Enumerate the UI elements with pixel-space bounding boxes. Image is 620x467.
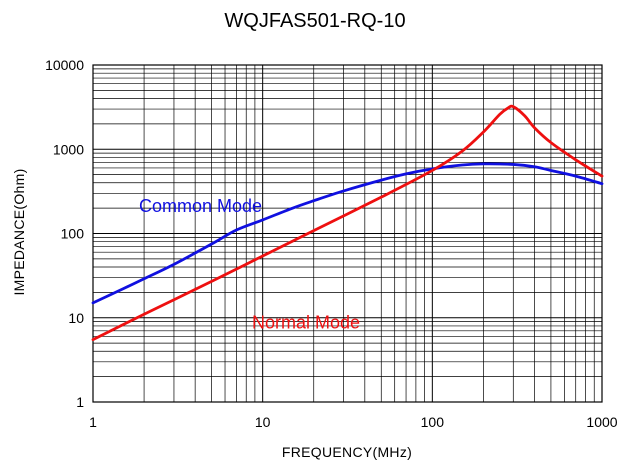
y-tick-label: 1 <box>76 394 84 410</box>
y-tick-label: 10 <box>68 310 84 326</box>
tick-labels: 1 10 100 1000 1 10 100 1000 10000 <box>45 57 618 430</box>
series-lines <box>91 104 604 342</box>
plot-grid <box>93 65 602 402</box>
common-mode-label: Common Mode <box>139 196 262 216</box>
plot-frame <box>92 64 603 403</box>
x-tick-label: 10 <box>255 414 271 430</box>
normal-mode-label: Normal Mode <box>252 312 360 332</box>
curve-annotations: Common Mode Normal Mode <box>139 196 360 332</box>
x-tick-label: 1 <box>89 414 97 430</box>
y-tick-label: 10000 <box>45 57 84 73</box>
x-tick-label: 100 <box>421 414 445 430</box>
chart-title: WQJFAS501-RQ-10 <box>224 10 405 32</box>
normal-mode-line <box>91 104 604 342</box>
x-tick-label: 1000 <box>586 414 617 430</box>
y-axis-label: IMPEDANCE(Ohm) <box>11 168 27 295</box>
common-mode-line <box>91 162 604 305</box>
x-axis-label: FREQUENCY(MHz) <box>282 444 412 460</box>
y-tick-label: 1000 <box>53 141 84 157</box>
y-tick-label: 100 <box>61 226 85 242</box>
